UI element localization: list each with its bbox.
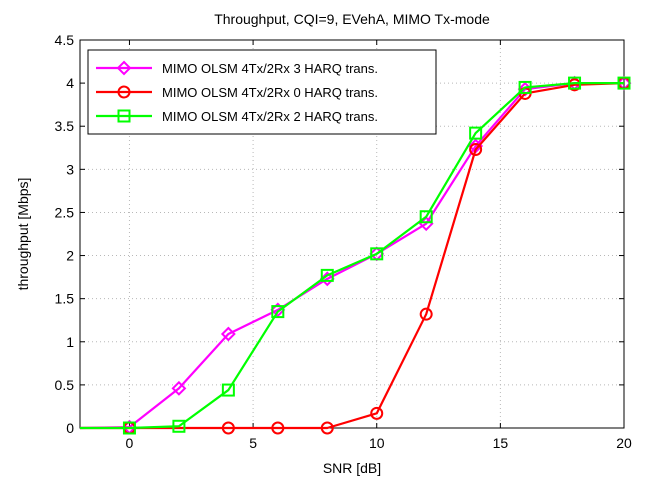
data-point — [221, 383, 235, 397]
y-tick-label: 0 — [66, 420, 74, 436]
y-tick-label: 3.5 — [55, 118, 75, 134]
data-point — [419, 307, 433, 321]
series-square — [80, 76, 631, 435]
x-tick-label: 10 — [369, 435, 385, 451]
axes: 0 5 10 15 20 0 0.5 1 1.5 2 2.5 3 3.5 4 4.5 — [55, 32, 632, 451]
data-point — [370, 406, 384, 420]
y-tick-label: 4 — [66, 75, 74, 91]
data-point — [171, 380, 187, 396]
chart-title: Throughput, CQI=9, EVehA, MIMO Tx-mode — [214, 11, 490, 27]
data-point — [518, 80, 532, 94]
legend-item: MIMO OLSM 4Tx/2Rx 2 HARQ trans. — [96, 109, 378, 124]
x-tick-label: 0 — [126, 435, 134, 451]
x-tick-label: 20 — [616, 435, 632, 451]
data-point — [320, 421, 334, 435]
data-point — [221, 421, 235, 435]
data-point — [220, 326, 236, 342]
legend-marker — [117, 109, 131, 123]
legend-label: MIMO OLSM 4Tx/2Rx 0 HARQ trans. — [162, 85, 378, 100]
series-layer — [79, 75, 632, 435]
data-point — [469, 143, 483, 157]
y-tick-label: 3 — [66, 161, 74, 177]
data-point — [568, 76, 582, 90]
data-point — [122, 421, 136, 435]
axes-box — [79, 39, 625, 429]
legend-label: MIMO OLSM 4Tx/2Rx 3 HARQ trans. — [162, 61, 378, 76]
axis-labels: Throughput, CQI=9, EVehA, MIMO Tx-mode S… — [15, 11, 490, 476]
y-tick-label: 1.5 — [55, 291, 75, 307]
data-point — [617, 76, 631, 90]
series-line — [80, 82, 624, 430]
legend-label: MIMO OLSM 4Tx/2Rx 2 HARQ trans. — [162, 109, 378, 124]
legend-item: MIMO OLSM 4Tx/2Rx 0 HARQ trans. — [96, 85, 378, 100]
data-point — [320, 268, 334, 282]
legend-item: MIMO OLSM 4Tx/2Rx 3 HARQ trans. — [96, 60, 378, 76]
legend-marker — [116, 60, 132, 76]
y-tick-label: 4.5 — [55, 32, 75, 48]
data-point — [469, 126, 483, 140]
series-line — [80, 82, 625, 430]
data-point — [370, 247, 384, 261]
x-tick-label: 5 — [249, 435, 257, 451]
y-axis-label: throughput [Mbps] — [15, 178, 31, 291]
data-point — [419, 210, 433, 224]
y-tick-label: 2.5 — [55, 204, 75, 220]
x-tick-label: 15 — [493, 435, 509, 451]
data-point — [319, 271, 335, 287]
data-point — [172, 419, 186, 433]
legend: MIMO OLSM 4Tx/2Rx 3 HARQ trans. MIMO OLSM… — [87, 49, 437, 135]
data-point — [271, 421, 285, 435]
x-axis-label: SNR [dB] — [323, 460, 381, 476]
legend-marker — [117, 85, 131, 99]
y-tick-label: 1 — [66, 334, 74, 350]
y-tick-label: 0.5 — [55, 377, 75, 393]
series-line — [79, 82, 624, 430]
data-point — [271, 305, 285, 319]
y-tick-label: 2 — [66, 248, 74, 264]
